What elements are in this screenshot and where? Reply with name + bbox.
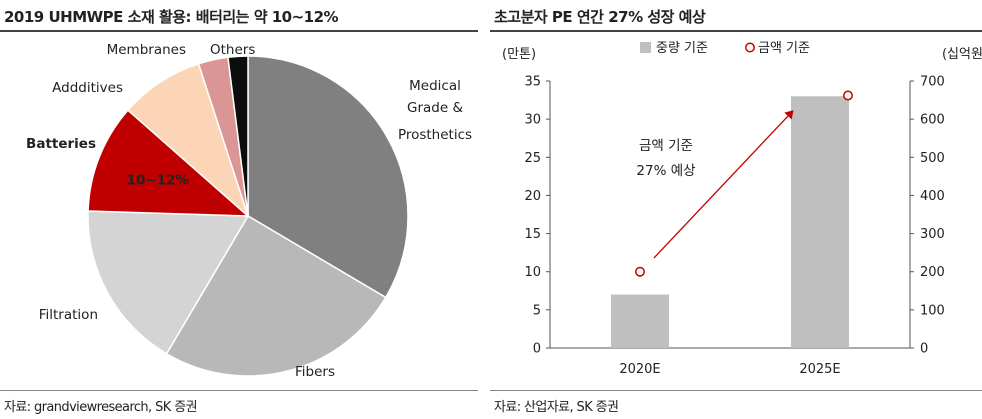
annotation-line-1: 금액 기준 — [639, 138, 693, 154]
pie-label-medical-grade-prosthetics: Medical Grade & Prosthetics — [398, 78, 472, 143]
pie-label-batteries: Batteries — [26, 136, 96, 152]
source-rule — [0, 390, 478, 391]
chart-legend: 중량 기준 금액 기준 — [640, 41, 810, 56]
left-tick-label: 5 — [533, 303, 541, 318]
right-tick-label: 700 — [920, 75, 945, 90]
pie-source-note: 자료: grandviewresearch, SK 증권 — [4, 400, 198, 415]
left-tick-label: 20 — [524, 189, 541, 204]
pie-slice-batteries — [87, 109, 251, 217]
right-tick-label: 500 — [920, 151, 945, 166]
pie-label-others: Others — [210, 42, 255, 58]
chart-points — [635, 90, 853, 277]
x-tick-label: 2020E — [619, 362, 660, 377]
source-rule — [490, 390, 982, 391]
annotation-arrow — [653, 115, 789, 259]
chart-axes: (만톤) (십억원) 0 5 10 15 20 25 30 35 0 100 200 300 400 500 6… — [502, 47, 982, 377]
point-2025E — [843, 90, 853, 101]
pie-slice-fibers — [165, 214, 387, 377]
annotation-line-2: 27% 예상 — [636, 163, 695, 179]
left-tick-label: 10 — [524, 265, 541, 280]
pie-label-fibers: Fibers — [295, 364, 335, 380]
left-tick-label: 25 — [524, 151, 541, 166]
left-tick-label: 35 — [524, 75, 541, 90]
pie-chart-title: 2019 UHMWPE 소재 활용: 배터리는 약 10~12% — [4, 8, 339, 26]
right-tick-label: 600 — [920, 113, 945, 128]
chart-bars — [611, 96, 849, 348]
legend-swatch-weight — [640, 42, 651, 53]
pie-slice-filtration — [87, 210, 250, 355]
bar-2025E — [791, 96, 849, 348]
right-axis-unit: (십억원) — [942, 47, 982, 62]
right-tick-label: 0 — [920, 342, 928, 357]
pie-slices — [87, 55, 409, 377]
legend-label-weight: 중량 기준 — [656, 41, 708, 56]
pie-labels: Medical Grade & Prosthetics Fibers Filtratio… — [26, 42, 472, 380]
title-rule — [0, 30, 478, 32]
pie-label-filtration: Filtration — [39, 307, 98, 323]
bar-source-note: 자료: 산업자료, SK 증권 — [494, 400, 619, 415]
left-axis-unit: (만톤) — [502, 47, 536, 62]
right-tick-label: 400 — [920, 189, 945, 204]
bar-chart-panel: 초고분자 PE 연간 27% 성장 예상 중량 기준 금액 기준 (만톤) (십억원… — [490, 0, 982, 419]
legend-label-amount: 금액 기준 — [758, 41, 810, 56]
x-tick-label: 2025E — [799, 362, 840, 377]
title-rule — [490, 30, 982, 32]
pie-chart: Medical Grade & Prosthetics Fibers Filtratio… — [26, 42, 472, 380]
pie-slice-others — [227, 55, 249, 217]
right-tick-label: 200 — [920, 265, 945, 280]
right-tick-label: 100 — [920, 303, 945, 318]
bar-2020E — [611, 294, 669, 348]
legend-marker-amount — [745, 42, 755, 53]
pie-slice-medical-grade-prosthetics — [247, 55, 409, 299]
left-tick-label: 0 — [533, 342, 541, 357]
pie-label-membranes: Membranes — [107, 42, 186, 58]
left-tick-label: 15 — [524, 227, 541, 242]
annotation-arrowhead — [784, 110, 794, 120]
pie-chart-panel: 2019 UHMWPE 소재 활용: 배터리는 약 10~12% Medical… — [0, 0, 478, 419]
pie-label-addditives: Addditives — [52, 80, 123, 96]
point-2020E — [635, 266, 645, 277]
pie-inner-label-batteries: 10~12% — [127, 172, 190, 188]
chart-annotation: 금액 기준 27% 예상 — [636, 110, 794, 259]
pie-slice-addditives — [126, 62, 250, 219]
right-tick-label: 300 — [920, 227, 945, 242]
bar-chart-title: 초고분자 PE 연간 27% 성장 예상 — [494, 8, 706, 26]
left-tick-label: 30 — [524, 113, 541, 128]
